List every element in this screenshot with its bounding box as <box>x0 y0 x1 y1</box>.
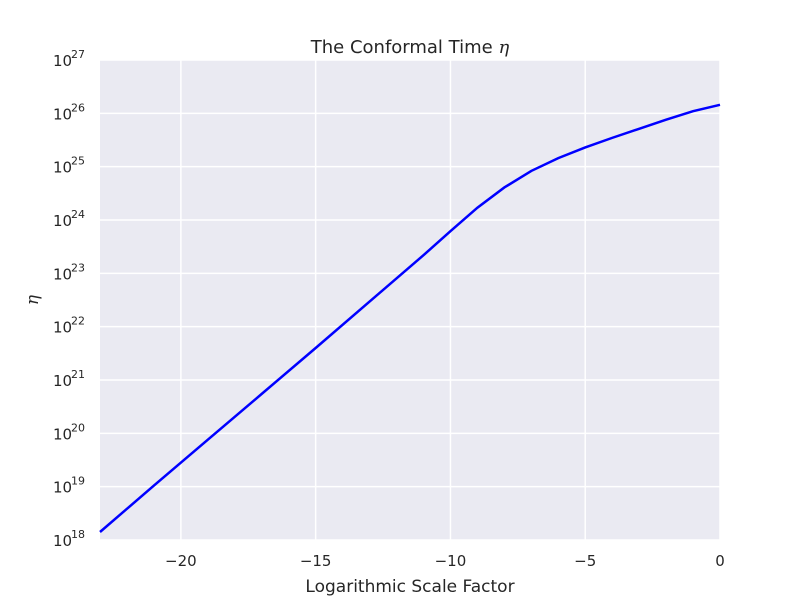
y-tick-base: 10 <box>53 532 72 550</box>
y-tick-base: 10 <box>53 425 72 443</box>
x-axis-label: Logarithmic Scale Factor <box>305 577 514 597</box>
y-tick-base: 10 <box>53 105 72 123</box>
y-tick-base: 10 <box>53 212 72 230</box>
y-tick-exponent: 26 <box>71 101 85 114</box>
y-tick-base: 10 <box>53 479 72 497</box>
y-tick-exponent: 21 <box>71 368 85 381</box>
y-tick-exponent: 25 <box>71 155 85 168</box>
plot-area <box>100 60 720 540</box>
y-tick-exponent: 23 <box>71 261 85 274</box>
series-line <box>99 103 721 533</box>
y-tick-base: 10 <box>53 319 72 337</box>
x-tick-label: 0 <box>715 552 725 570</box>
y-axis-label: η <box>23 294 43 305</box>
y-tick-base: 10 <box>53 52 72 70</box>
y-tick-base: 10 <box>53 372 72 390</box>
x-tick-labels: −20 −15 −10 −5 0 <box>165 552 725 570</box>
x-tick-label: −5 <box>574 552 596 570</box>
grid-lines <box>100 59 721 541</box>
chart-title: The Conformal Time η <box>310 37 510 58</box>
x-tick-label: −20 <box>165 552 197 570</box>
chart-title-symbol: η <box>498 37 509 58</box>
y-tick-exponent: 22 <box>71 315 85 328</box>
y-tick-exponent: 18 <box>71 528 85 541</box>
x-tick-label: −15 <box>300 552 332 570</box>
x-tick-label: −10 <box>435 552 467 570</box>
y-tick-base: 10 <box>53 159 72 177</box>
y-tick-exponent: 27 <box>71 48 85 61</box>
y-tick-exponent: 20 <box>71 421 85 434</box>
y-tick-exponent: 19 <box>71 475 85 488</box>
y-tick-exponent: 24 <box>71 208 85 221</box>
chart-title-text: The Conformal Time <box>310 37 493 58</box>
y-tick-base: 10 <box>53 265 72 283</box>
